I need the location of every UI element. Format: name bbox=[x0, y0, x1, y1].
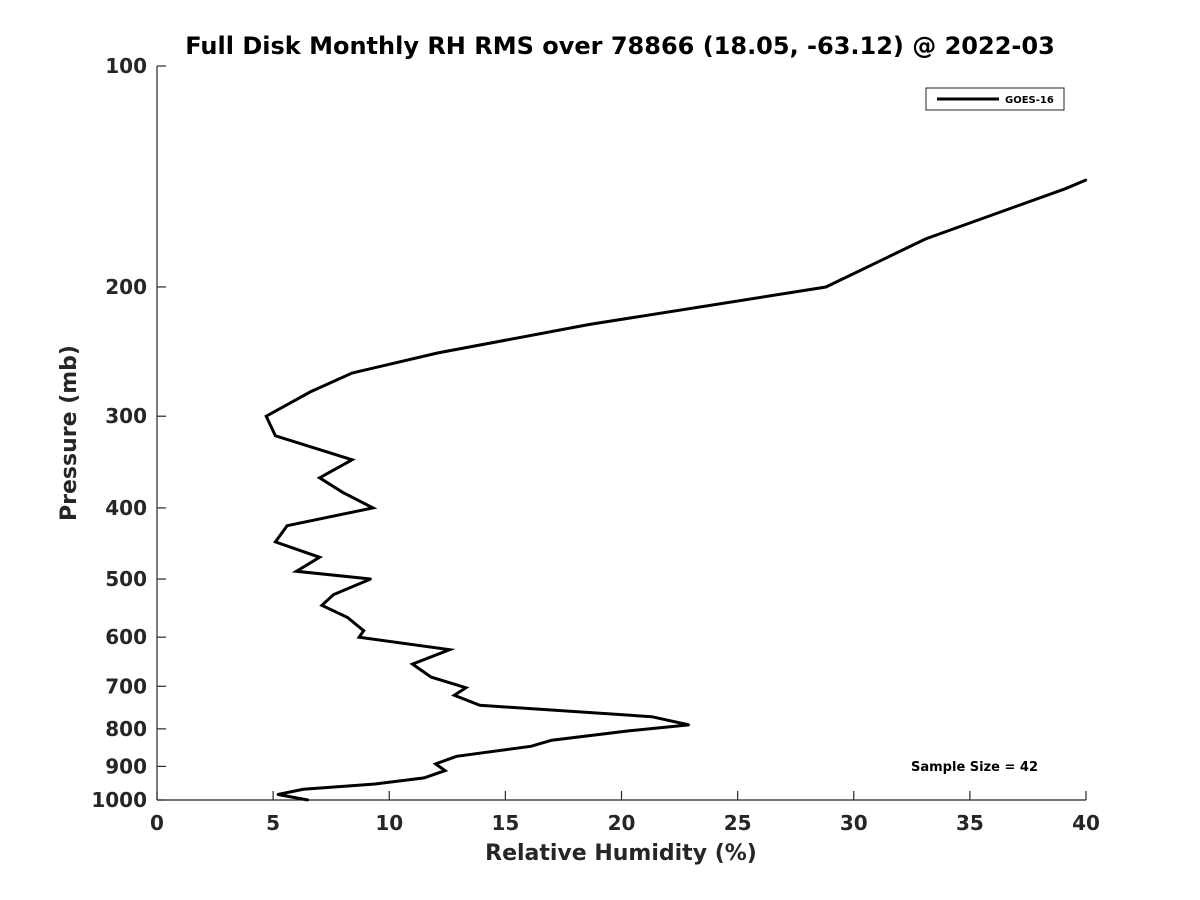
legend-label-goes-16: GOES-16 bbox=[1005, 95, 1054, 106]
data-point bbox=[478, 704, 481, 707]
data-point bbox=[453, 694, 456, 697]
y-tick-label: 500 bbox=[105, 567, 147, 591]
data-point bbox=[627, 729, 630, 733]
data-point bbox=[429, 675, 433, 679]
x-tick-label: 40 bbox=[1072, 811, 1100, 835]
x-tick-label: 0 bbox=[150, 811, 164, 835]
y-tick-label: 800 bbox=[105, 717, 147, 741]
data-point bbox=[274, 434, 277, 437]
data-point bbox=[650, 715, 653, 718]
data-point bbox=[436, 351, 440, 355]
y-tick-label: 100 bbox=[105, 54, 147, 78]
data-point bbox=[276, 793, 279, 796]
x-tick-label: 35 bbox=[956, 811, 984, 835]
data-point bbox=[318, 476, 321, 479]
data-point bbox=[285, 524, 289, 527]
x-tick-label: 10 bbox=[375, 811, 403, 835]
x-tick-label: 15 bbox=[491, 811, 519, 835]
data-point bbox=[448, 648, 451, 651]
data-point bbox=[529, 745, 533, 748]
y-tick-label: 700 bbox=[105, 674, 147, 698]
x-tick-label: 20 bbox=[608, 811, 636, 835]
y-ticks: 100 200 300 400 500 600 700 800 900 1000 bbox=[91, 54, 166, 812]
data-point bbox=[265, 415, 268, 418]
data-point bbox=[369, 577, 372, 581]
data-point bbox=[422, 776, 426, 780]
data-point bbox=[824, 285, 828, 289]
y-tick-label: 400 bbox=[105, 496, 147, 520]
data-point bbox=[350, 371, 354, 375]
data-point bbox=[1063, 187, 1067, 190]
data-point bbox=[302, 788, 305, 791]
data-point bbox=[332, 593, 335, 596]
data-point bbox=[341, 491, 344, 494]
x-axis-label: Relative Humidity (%) bbox=[485, 841, 757, 866]
data-point bbox=[306, 798, 310, 802]
data-point bbox=[443, 769, 447, 772]
data-point bbox=[924, 237, 927, 241]
y-tick-label: 200 bbox=[105, 275, 147, 299]
x-tick-label: 5 bbox=[266, 811, 280, 835]
y-tick-label: 600 bbox=[105, 625, 147, 649]
data-point bbox=[309, 390, 312, 394]
data-point bbox=[350, 458, 354, 461]
x-ticks: 0 5 10 15 20 25 30 35 40 bbox=[150, 791, 1100, 835]
y-tick-label: 1000 bbox=[91, 788, 147, 812]
data-point bbox=[274, 540, 277, 544]
data-point bbox=[455, 755, 458, 758]
series-points bbox=[265, 178, 1088, 802]
sample-size-annotation: Sample Size = 42 bbox=[911, 760, 1038, 775]
y-tick-label: 900 bbox=[105, 754, 147, 778]
x-tick-label: 25 bbox=[724, 811, 752, 835]
data-point bbox=[357, 636, 361, 639]
data-point bbox=[374, 782, 377, 786]
data-point bbox=[295, 570, 298, 573]
legend: GOES-16 bbox=[925, 87, 1065, 111]
data-point bbox=[318, 556, 321, 559]
data-point bbox=[464, 686, 468, 689]
y-tick-label: 300 bbox=[105, 404, 147, 428]
data-point bbox=[434, 762, 437, 766]
x-tick-label: 30 bbox=[840, 811, 868, 835]
data-point bbox=[687, 723, 691, 727]
data-point bbox=[362, 629, 365, 632]
data-point bbox=[346, 616, 349, 619]
chart-title: Full Disk Monthly RH RMS over 78866 (18.… bbox=[185, 32, 1055, 60]
data-point bbox=[587, 323, 591, 326]
data-point bbox=[320, 604, 324, 607]
data-point bbox=[411, 662, 414, 666]
data-point bbox=[550, 739, 553, 742]
y-axis-label: Pressure (mb) bbox=[57, 345, 82, 521]
data-point bbox=[371, 506, 375, 510]
data-point bbox=[1084, 178, 1088, 182]
